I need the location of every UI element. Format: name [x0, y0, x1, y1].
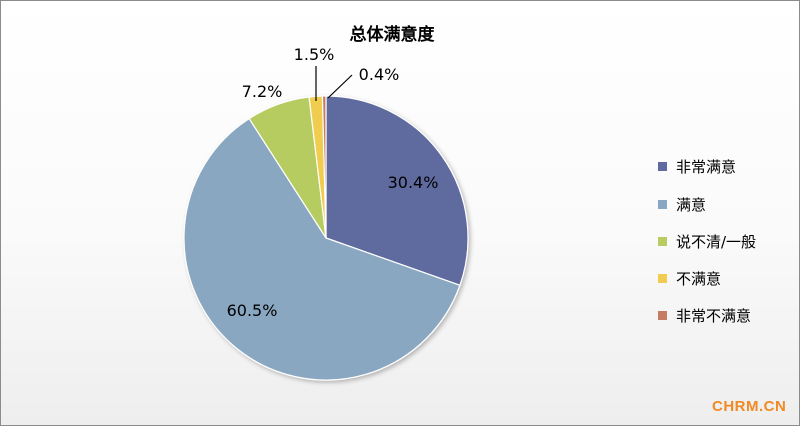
- chrm-watermark: CHRM.CN: [712, 398, 787, 415]
- leader-lines: [315, 66, 353, 101]
- data-label-very-dissatisfied: 0.4%: [359, 65, 400, 84]
- legend: 非常满意 满意 说不清/一般 不满意 非常不满意: [658, 158, 756, 325]
- legend-swatch-very-satisfied: [658, 162, 667, 171]
- legend-label-satisfied: 满意: [676, 196, 706, 214]
- data-label-satisfied: 60.5%: [227, 301, 278, 320]
- legend-swatch-very-dissatisfied: [658, 311, 667, 320]
- data-labels: 30.4% 60.5% 7.2% 1.5% 0.4%: [227, 45, 439, 320]
- legend-label-dissatisfied: 不满意: [676, 270, 721, 288]
- pie-slice-very-satisfied: [325, 95, 469, 287]
- pie-slice-satisfied: [183, 117, 461, 381]
- legend-swatch-dissatisfied: [658, 274, 667, 283]
- data-label-dissatisfied: 1.5%: [294, 45, 335, 64]
- pie-slice-very-dissatisfied: [321, 95, 327, 239]
- chart-title: 总体满意度: [350, 24, 436, 45]
- legend-label-very-satisfied: 非常满意: [676, 158, 736, 176]
- legend-label-neutral: 说不清/一般: [676, 233, 756, 251]
- legend-label-very-dissatisfied: 非常不满意: [676, 307, 751, 325]
- legend-swatch-neutral: [658, 237, 667, 246]
- data-label-very-satisfied: 30.4%: [388, 173, 439, 192]
- pie-slices: [183, 95, 469, 381]
- legend-swatch-satisfied: [658, 200, 667, 209]
- leader-line-0.4-percent: [327, 74, 353, 99]
- data-label-neutral: 7.2%: [242, 82, 283, 101]
